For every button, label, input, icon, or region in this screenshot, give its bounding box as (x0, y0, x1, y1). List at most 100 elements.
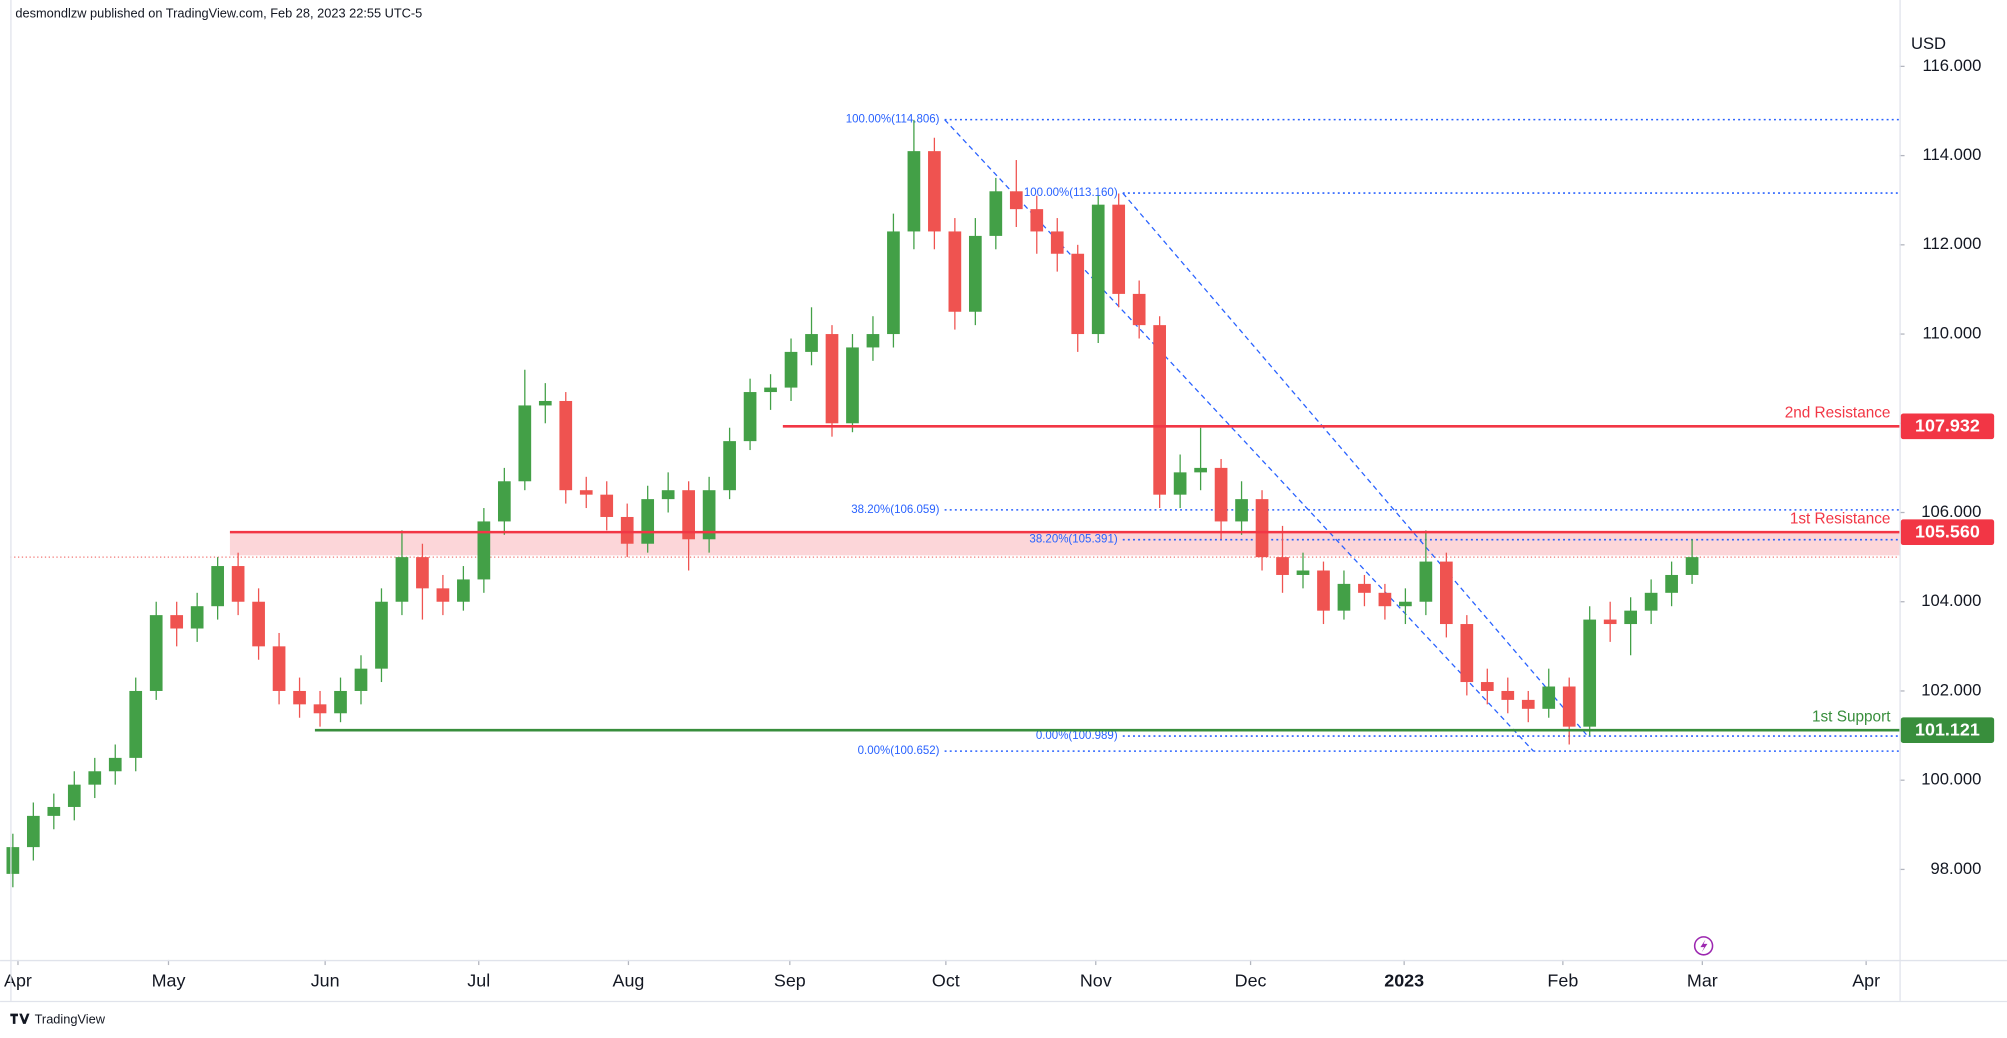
fib-level-label: 38.20%(106.059) (851, 504, 939, 516)
candle-body (47, 806, 61, 816)
y-tick-label: 98.000 (1930, 859, 1981, 878)
x-tick-label: Aug (613, 970, 645, 990)
candle-body (1460, 624, 1474, 683)
candle-body (579, 490, 593, 495)
candle-body (1378, 592, 1392, 607)
y-tick-label: 110.000 (1922, 323, 1981, 342)
lightning-icon (1693, 936, 1714, 956)
x-tick-label: Mar (1687, 970, 1718, 990)
candle-body (1235, 499, 1248, 522)
candle-body (26, 815, 40, 848)
x-tick-label: Apr (1852, 970, 1880, 990)
candle-body (1050, 231, 1064, 254)
candle-body (1214, 467, 1228, 522)
price-badge (1900, 413, 1995, 440)
candle-body (395, 557, 409, 602)
candle-body (1583, 619, 1597, 727)
candle-body (1521, 699, 1535, 709)
fib-level-label: 100.00%(113.160) (1024, 187, 1118, 199)
x-tick-label: May (152, 970, 186, 990)
candle-body (1480, 682, 1494, 691)
brand-logo (10, 1013, 30, 1024)
candle-body (1439, 561, 1453, 625)
x-tick-label: Dec (1235, 970, 1267, 990)
candle-body (682, 490, 695, 540)
candle-body (1501, 690, 1515, 700)
candle-body (1091, 204, 1105, 335)
candle-body (784, 351, 798, 388)
candle-body (1542, 686, 1556, 709)
candle-body (968, 235, 982, 312)
x-tick-label: Jul (467, 970, 490, 990)
candle-body (559, 400, 573, 491)
x-tick-label: Oct (932, 970, 960, 990)
candle-body (1419, 561, 1433, 602)
fib-level-label: 0.00%(100.652) (858, 745, 940, 757)
candle-body (149, 615, 163, 691)
candle-body (129, 690, 143, 758)
candle-body (825, 334, 839, 424)
y-axis-unit: USD (1911, 34, 1946, 53)
x-tick-label: Jun (311, 970, 340, 990)
front-layer: 98.000100.000102.000104.000106.000108.00… (4, 56, 1995, 990)
candle-body (6, 847, 20, 874)
candle-body (600, 494, 614, 517)
candle-body (313, 704, 327, 714)
y-tick-label: 106.000 (1921, 502, 1981, 521)
level-name: 1st Support (1812, 708, 1891, 725)
y-tick-label: 116.000 (1922, 56, 1981, 75)
level-name: 1st Resistance (1790, 510, 1891, 527)
candle-body (1685, 557, 1699, 575)
candle-body (477, 521, 491, 580)
publisher-line: desmondlzw published on TradingView.com,… (15, 5, 422, 20)
price-badge (1900, 519, 1995, 545)
candle-body (108, 757, 122, 772)
candle-body (1009, 191, 1023, 210)
candle-body (1358, 583, 1371, 593)
candle-body (805, 334, 818, 352)
mid-layer (6, 119, 1699, 888)
candle-body (497, 481, 511, 522)
candle-body (1603, 619, 1617, 625)
x-tick-label: Sep (774, 970, 806, 990)
y-tick-label: 104.000 (1921, 591, 1981, 610)
candle-body (948, 231, 962, 312)
candle-body (1112, 204, 1126, 294)
price-badge-label: 107.932 (1915, 416, 1980, 436)
candle-body (1317, 570, 1330, 611)
candle-body (907, 151, 921, 232)
candle-body (702, 490, 716, 540)
candle-body (538, 400, 552, 406)
price-badge-label: 105.560 (1915, 522, 1980, 542)
candle-body (1399, 601, 1412, 607)
candle-body (1030, 209, 1044, 232)
brand-name: TradingView (35, 1011, 106, 1026)
candle-body (1665, 574, 1678, 593)
level-name: 2nd Resistance (1785, 405, 1891, 422)
candle-body (846, 347, 859, 424)
candle-body (1194, 467, 1207, 473)
candle-body (866, 334, 880, 348)
candle-body (743, 392, 757, 442)
y-tick-label: 100.000 (1921, 770, 1981, 789)
fib-level-label: 100.00%(114.806) (846, 114, 940, 126)
candle-body (1255, 499, 1269, 558)
candle-body (764, 387, 777, 393)
fib-level-label: 38.20%(105.391) (1029, 534, 1117, 546)
candle-body (1624, 610, 1638, 625)
candle-body (641, 499, 655, 544)
candle-body (334, 690, 347, 714)
candle-body (1644, 592, 1658, 611)
price-badge (1900, 717, 1995, 743)
fib-level-label: 0.00%(100.989) (1036, 730, 1118, 742)
candle-body (1173, 472, 1187, 495)
candle-body (211, 566, 224, 607)
candle-body (170, 615, 184, 629)
price-badge-label: 101.121 (1915, 720, 1980, 740)
candle-body (518, 405, 532, 482)
candle-body (1337, 583, 1351, 611)
candle-body (989, 191, 1003, 236)
